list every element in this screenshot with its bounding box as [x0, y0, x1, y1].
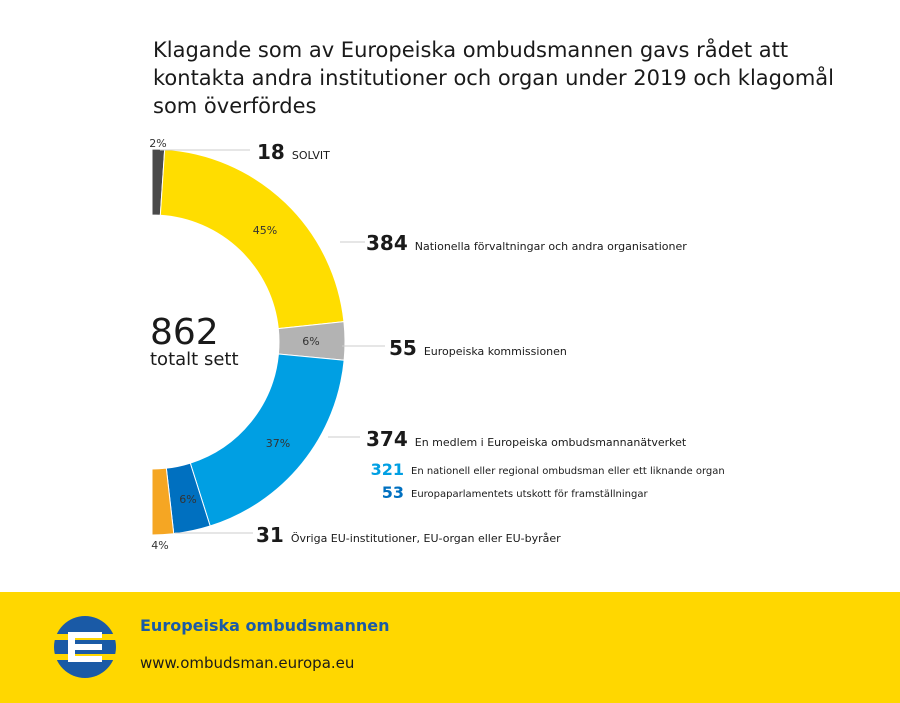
callout-value: 384 [366, 231, 408, 255]
slice-other-eu [151, 467, 175, 536]
callout: 18 SOLVIT [257, 140, 330, 164]
donut-chart: 2% 45% 6% 37% 6% 4% 18 SOLVIT 384 Nationella förv… [149, 137, 725, 552]
callout-label: En medlem i Europeiska ombudsmannanätver… [415, 436, 687, 449]
sub-item-label: En nationell eller regional ombudsman el… [411, 466, 725, 477]
callout-value: 31 [256, 523, 284, 547]
sub-item-label: Europaparlamentets utskott för framställ… [411, 489, 648, 500]
pct-label-solvit: 2% [149, 137, 166, 150]
callout: 384 Nationella förvaltningar och andra or… [366, 231, 687, 255]
callout-value: 18 [257, 140, 285, 164]
pct-label-network-national: 37% [266, 437, 290, 450]
footer-url[interactable]: www.ombudsman.europa.eu [140, 654, 355, 672]
callout: 31 Övriga EU-institutioner, EU-organ elle… [256, 523, 561, 547]
footer: Europeiska ombudsmannen www.ombudsman.eu… [0, 592, 900, 703]
sub-item-value: 53 [382, 483, 404, 502]
callout-label: Nationella förvaltningar och andra organ… [415, 240, 687, 253]
footer-organization: Europeiska ombudsmannen [140, 616, 390, 635]
pct-label-network-petitions: 6% [179, 493, 196, 506]
pct-label-commission: 6% [302, 335, 319, 348]
pct-label-other-eu: 4% [151, 539, 168, 552]
callout-label: Europeiska kommissionen [424, 345, 567, 358]
callout-label: Övriga EU-institutioner, EU-organ eller … [291, 532, 561, 545]
total-value: 862 [150, 312, 219, 353]
chart-title: Klagande som av Europeiska ombudsmannen … [153, 38, 835, 118]
callout-label: SOLVIT [292, 149, 330, 162]
callout: 55 Europeiska kommissionen [389, 336, 567, 360]
pct-label-national-admin: 45% [253, 224, 277, 237]
slice-national-admin [159, 148, 345, 330]
callout-value: 374 [366, 427, 408, 451]
callout: 374 En medlem i Europeiska ombudsmannanät… [366, 427, 687, 451]
total-label: totalt sett [150, 349, 239, 370]
sub-item-value: 321 [371, 460, 404, 479]
european-ombudsman-logo-icon [52, 616, 118, 678]
callout-value: 55 [389, 336, 417, 360]
